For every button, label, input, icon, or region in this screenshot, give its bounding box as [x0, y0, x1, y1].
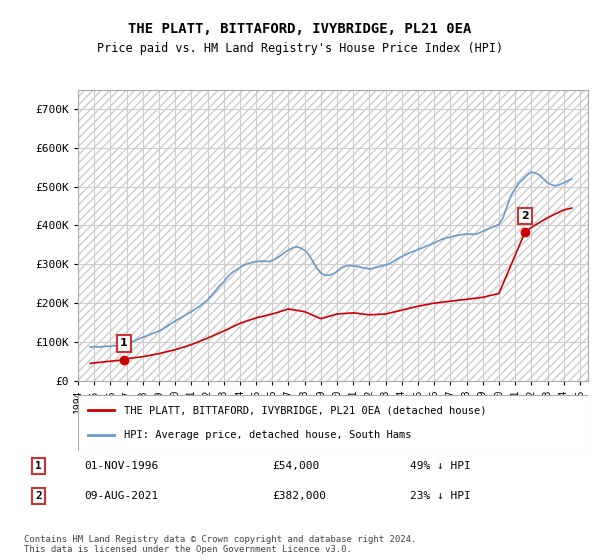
- Text: 1: 1: [35, 461, 42, 471]
- Text: £382,000: £382,000: [272, 491, 326, 501]
- Text: 49% ↓ HPI: 49% ↓ HPI: [410, 461, 471, 471]
- FancyBboxPatch shape: [78, 395, 588, 451]
- Text: 2: 2: [35, 491, 42, 501]
- Text: THE PLATT, BITTAFORD, IVYBRIDGE, PL21 0EA: THE PLATT, BITTAFORD, IVYBRIDGE, PL21 0E…: [128, 22, 472, 36]
- Text: THE PLATT, BITTAFORD, IVYBRIDGE, PL21 0EA (detached house): THE PLATT, BITTAFORD, IVYBRIDGE, PL21 0E…: [124, 405, 487, 416]
- Text: Price paid vs. HM Land Registry's House Price Index (HPI): Price paid vs. HM Land Registry's House …: [97, 42, 503, 55]
- Text: £54,000: £54,000: [272, 461, 320, 471]
- Text: 23% ↓ HPI: 23% ↓ HPI: [410, 491, 471, 501]
- Text: 1: 1: [120, 338, 128, 348]
- Text: 09-AUG-2021: 09-AUG-2021: [85, 491, 159, 501]
- Text: HPI: Average price, detached house, South Hams: HPI: Average price, detached house, Sout…: [124, 430, 412, 440]
- Text: Contains HM Land Registry data © Crown copyright and database right 2024.
This d: Contains HM Land Registry data © Crown c…: [24, 535, 416, 554]
- Text: 01-NOV-1996: 01-NOV-1996: [85, 461, 159, 471]
- Text: 2: 2: [521, 211, 529, 221]
